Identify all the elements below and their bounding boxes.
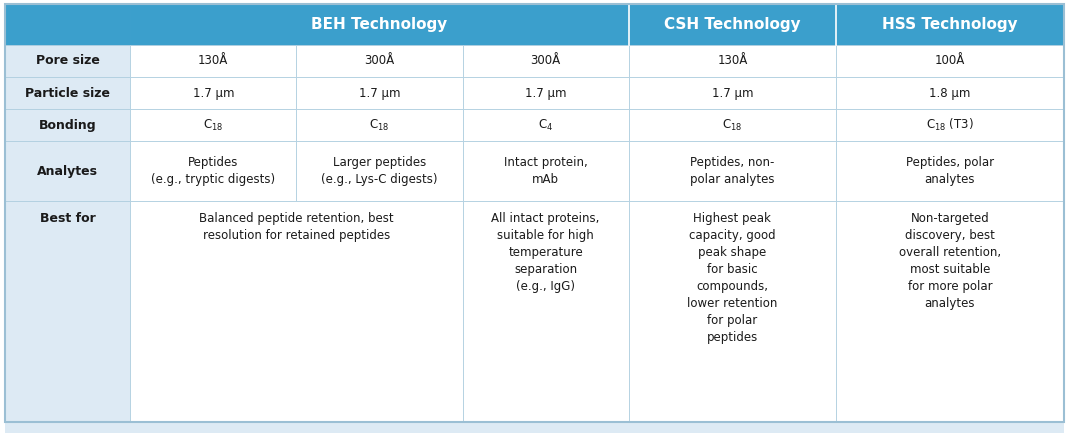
Text: $\mathrm{C_{4}}$: $\mathrm{C_{4}}$ [538, 118, 553, 133]
Bar [629, 141, 836, 201]
Bar [5, 4, 130, 45]
Bar [296, 141, 463, 201]
Text: Larger peptides
(e.g., Lys-C digests): Larger peptides (e.g., Lys-C digests) [321, 156, 437, 186]
Bar [629, 4, 836, 45]
Bar [5, 45, 130, 77]
Bar [130, 4, 629, 45]
Text: 1.7 μm: 1.7 μm [712, 87, 754, 100]
Text: 100Å: 100Å [934, 55, 965, 68]
Bar [130, 141, 296, 201]
Bar [463, 201, 629, 422]
Text: 1.7 μm: 1.7 μm [192, 87, 234, 100]
Text: $\mathrm{C_{18}}$: $\mathrm{C_{18}}$ [203, 118, 223, 133]
Bar [836, 109, 1064, 141]
Text: Best for: Best for [40, 212, 95, 225]
Bar [130, 77, 296, 109]
Text: 1.7 μm: 1.7 μm [359, 87, 400, 100]
Bar [130, 201, 463, 422]
Bar [463, 141, 629, 201]
Bar [836, 141, 1064, 201]
Text: HSS Technology: HSS Technology [882, 17, 1018, 32]
Text: Peptides
(e.g., tryptic digests): Peptides (e.g., tryptic digests) [151, 156, 276, 186]
Bar [463, 77, 629, 109]
Text: 300Å: 300Å [365, 55, 394, 68]
Text: 1.7 μm: 1.7 μm [525, 87, 567, 100]
Text: Balanced peptide retention, best
resolution for retained peptides: Balanced peptide retention, best resolut… [199, 212, 393, 242]
Bar [629, 201, 836, 422]
Text: 1.8 μm: 1.8 μm [929, 87, 971, 100]
Text: Intact protein,
mAb: Intact protein, mAb [503, 156, 588, 186]
Bar [836, 4, 1064, 45]
Text: 130Å: 130Å [717, 55, 747, 68]
Text: Pore size: Pore size [36, 55, 99, 68]
Bar [5, 109, 130, 141]
Text: Particle size: Particle size [26, 87, 110, 100]
Text: 300Å: 300Å [530, 55, 561, 68]
Text: Highest peak
capacity, good
peak shape
for basic
compounds,
lower retention
for : Highest peak capacity, good peak shape f… [687, 212, 777, 344]
Text: Non-targeted
discovery, best
overall retention,
most suitable
for more polar
ana: Non-targeted discovery, best overall ret… [899, 212, 1001, 310]
Text: BEH Technology: BEH Technology [311, 17, 448, 32]
Bar [130, 45, 296, 77]
Bar [296, 109, 463, 141]
Text: $\mathrm{C_{18}}$: $\mathrm{C_{18}}$ [370, 118, 389, 133]
Bar [296, 45, 463, 77]
Bar [5, 141, 130, 201]
Bar [836, 45, 1064, 77]
Bar [836, 77, 1064, 109]
Text: Peptides, polar
analytes: Peptides, polar analytes [905, 156, 994, 186]
Bar [629, 77, 836, 109]
Bar [629, 109, 836, 141]
Bar [836, 201, 1064, 422]
Bar [5, 201, 130, 422]
Bar [5, 422, 1064, 433]
Bar [296, 77, 463, 109]
Bar [463, 45, 629, 77]
Text: 130Å: 130Å [198, 55, 229, 68]
Bar [463, 109, 629, 141]
Text: CSH Technology: CSH Technology [664, 17, 801, 32]
Bar [130, 109, 296, 141]
Text: All intact proteins,
suitable for high
temperature
separation
(e.g., IgG): All intact proteins, suitable for high t… [492, 212, 600, 293]
Text: Analytes: Analytes [37, 165, 98, 178]
Text: $\mathrm{C_{18}}$ (T3): $\mathrm{C_{18}}$ (T3) [926, 117, 974, 133]
Text: Bonding: Bonding [38, 119, 96, 132]
Bar [629, 45, 836, 77]
Text: Peptides, non-
polar analytes: Peptides, non- polar analytes [691, 156, 775, 186]
Bar [5, 77, 130, 109]
Text: $\mathrm{C_{18}}$: $\mathrm{C_{18}}$ [723, 118, 743, 133]
